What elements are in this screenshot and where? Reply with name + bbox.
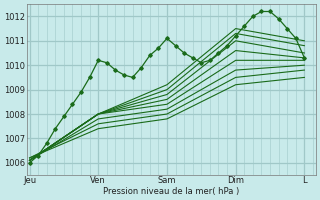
X-axis label: Pression niveau de la mer( hPa ): Pression niveau de la mer( hPa ) [103, 187, 239, 196]
